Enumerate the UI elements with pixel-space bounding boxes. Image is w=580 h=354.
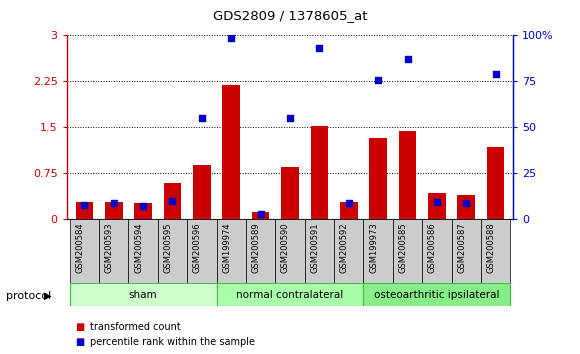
Bar [369, 138, 387, 219]
Bar [276, 219, 304, 283]
Text: ▶: ▶ [45, 291, 52, 301]
Point [168, 198, 177, 204]
Text: GSM200592: GSM200592 [340, 223, 349, 273]
Text: normal contralateral: normal contralateral [237, 290, 343, 300]
Bar [164, 183, 182, 219]
Bar [428, 193, 445, 219]
Bar [222, 85, 240, 219]
Text: GSM200593: GSM200593 [105, 223, 114, 273]
Text: GSM200595: GSM200595 [164, 223, 172, 273]
Text: GSM200588: GSM200588 [487, 223, 496, 273]
Text: GSM200591: GSM200591 [310, 223, 320, 273]
Bar [135, 203, 152, 219]
Point [374, 77, 383, 82]
Bar [75, 202, 93, 219]
Point [344, 200, 353, 206]
Bar [304, 219, 334, 283]
Bar [422, 219, 452, 283]
Bar [364, 283, 510, 306]
Bar [158, 219, 187, 283]
Bar [334, 219, 364, 283]
Point [315, 45, 324, 51]
Bar [487, 147, 505, 219]
Text: ■: ■ [75, 322, 85, 332]
Point [432, 199, 441, 205]
Bar [105, 202, 122, 219]
Bar [99, 219, 128, 283]
Point [197, 115, 206, 121]
Point [256, 211, 265, 217]
Point [491, 71, 501, 77]
Text: GSM200584: GSM200584 [75, 223, 84, 273]
Bar [310, 126, 328, 219]
Bar [281, 167, 299, 219]
Text: ■: ■ [75, 337, 85, 347]
Bar [246, 219, 276, 283]
Bar [398, 131, 416, 219]
Bar [458, 195, 475, 219]
Text: GDS2809 / 1378605_at: GDS2809 / 1378605_at [213, 9, 367, 22]
Text: GSM200585: GSM200585 [398, 223, 408, 273]
Text: GSM199973: GSM199973 [369, 223, 378, 273]
Text: GSM200596: GSM200596 [193, 223, 202, 273]
Point [227, 35, 236, 41]
Bar [252, 212, 270, 219]
Text: GSM200594: GSM200594 [134, 223, 143, 273]
Bar [340, 202, 358, 219]
Bar [364, 219, 393, 283]
Text: GSM200587: GSM200587 [457, 223, 466, 273]
Text: protocol: protocol [6, 291, 51, 301]
Text: GSM199974: GSM199974 [222, 223, 231, 273]
Bar [70, 219, 99, 283]
Text: sham: sham [129, 290, 157, 300]
Text: osteoarthritic ipsilateral: osteoarthritic ipsilateral [374, 290, 499, 300]
Bar [187, 219, 216, 283]
Bar [393, 219, 422, 283]
Bar [128, 219, 158, 283]
Bar [452, 219, 481, 283]
Bar [193, 165, 211, 219]
Bar [481, 219, 510, 283]
Point [139, 203, 148, 209]
Bar [216, 283, 364, 306]
Text: transformed count: transformed count [90, 322, 180, 332]
Point [462, 200, 471, 206]
Bar [216, 219, 246, 283]
Text: percentile rank within the sample: percentile rank within the sample [90, 337, 255, 347]
Bar [70, 283, 216, 306]
Text: GSM200586: GSM200586 [428, 223, 437, 273]
Point [109, 200, 118, 206]
Text: GSM200589: GSM200589 [252, 223, 260, 273]
Text: GSM200590: GSM200590 [281, 223, 290, 273]
Point [285, 115, 295, 121]
Point [403, 57, 412, 62]
Point [79, 202, 89, 207]
